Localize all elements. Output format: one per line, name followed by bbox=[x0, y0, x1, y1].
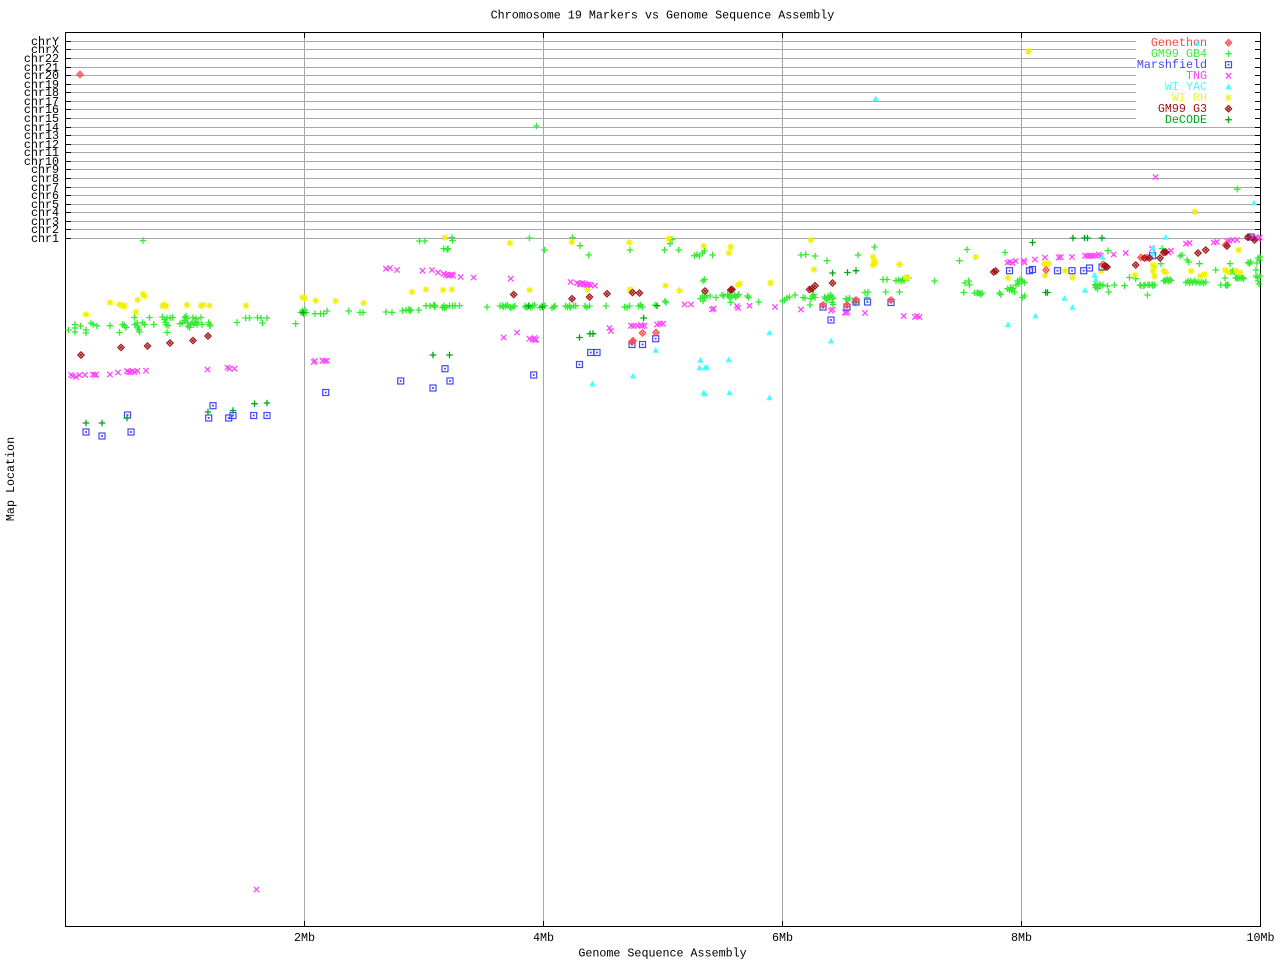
svg-text:chr15: chr15 bbox=[24, 112, 59, 126]
svg-text:chr19: chr19 bbox=[24, 78, 59, 92]
svg-text:chr5: chr5 bbox=[31, 198, 59, 212]
svg-text:6Mb: 6Mb bbox=[772, 931, 793, 945]
svg-text:chr14: chr14 bbox=[24, 121, 59, 135]
svg-text:chr16: chr16 bbox=[24, 103, 59, 117]
svg-text:chr8: chr8 bbox=[31, 172, 59, 186]
svg-text:8Mb: 8Mb bbox=[1011, 931, 1032, 945]
svg-text:chr9: chr9 bbox=[31, 163, 59, 177]
svg-text:GM99 G3: GM99 G3 bbox=[1158, 102, 1207, 116]
svg-text:chr21: chr21 bbox=[24, 61, 59, 75]
svg-text:GM99 GB4: GM99 GB4 bbox=[1151, 47, 1207, 61]
svg-text:chr12: chr12 bbox=[24, 138, 59, 152]
svg-text:chr2: chr2 bbox=[31, 223, 59, 237]
svg-text:TNG: TNG bbox=[1186, 69, 1207, 83]
svg-text:WI YAC: WI YAC bbox=[1165, 80, 1207, 94]
svg-text:2Mb: 2Mb bbox=[294, 931, 315, 945]
svg-text:chr20: chr20 bbox=[24, 69, 59, 83]
svg-text:chr3: chr3 bbox=[31, 215, 59, 229]
svg-text:DeCODE: DeCODE bbox=[1165, 113, 1207, 127]
svg-text:chr10: chr10 bbox=[24, 155, 59, 169]
svg-text:chr4: chr4 bbox=[31, 206, 59, 220]
svg-text:4Mb: 4Mb bbox=[533, 931, 554, 945]
svg-text:Map Location: Map Location bbox=[4, 437, 18, 521]
svg-text:chrY: chrY bbox=[31, 35, 59, 49]
svg-text:chr17: chr17 bbox=[24, 95, 59, 109]
svg-text:Genome Sequence Assembly: Genome Sequence Assembly bbox=[578, 947, 746, 960]
svg-text:10Mb: 10Mb bbox=[1246, 931, 1274, 945]
svg-text:Chromosome 19 Markers vs Genom: Chromosome 19 Markers vs Genome Sequence… bbox=[491, 9, 835, 23]
svg-text:chrX: chrX bbox=[31, 43, 59, 57]
svg-text:WI RH: WI RH bbox=[1172, 91, 1207, 105]
svg-text:chr13: chr13 bbox=[24, 129, 59, 143]
svg-text:chr6: chr6 bbox=[31, 189, 59, 203]
svg-text:Genethon: Genethon bbox=[1151, 36, 1207, 50]
svg-text:chr18: chr18 bbox=[24, 86, 59, 100]
svg-text:Marshfield: Marshfield bbox=[1137, 58, 1207, 72]
svg-text:chr7: chr7 bbox=[31, 181, 59, 195]
svg-text:chr11: chr11 bbox=[24, 146, 59, 160]
svg-text:chr22: chr22 bbox=[24, 52, 59, 66]
svg-text:chr1: chr1 bbox=[31, 232, 59, 246]
